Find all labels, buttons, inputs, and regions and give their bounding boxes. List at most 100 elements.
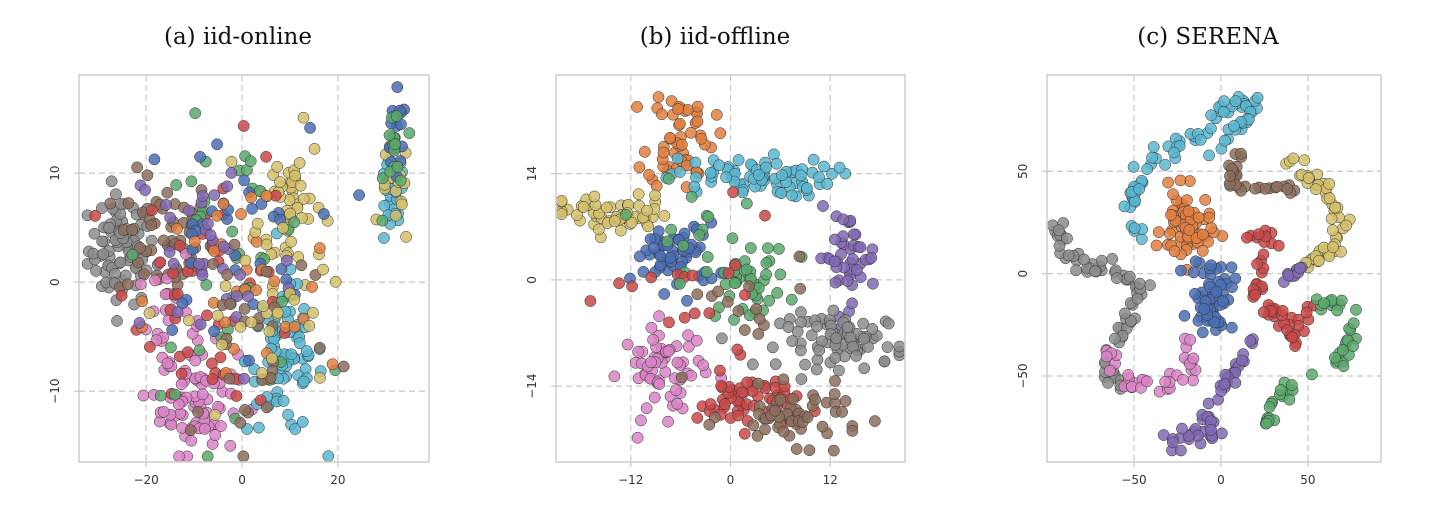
data-point (181, 346, 194, 358)
data-point (171, 306, 184, 319)
data-point (743, 280, 755, 293)
data-point (215, 420, 227, 432)
data-point (662, 345, 675, 358)
data-point (813, 344, 826, 357)
y-tick-label: −10 (48, 378, 62, 403)
data-point (1078, 253, 1090, 266)
data-point (90, 265, 102, 277)
data-point (682, 329, 694, 342)
data-point (1350, 303, 1362, 316)
data-point (237, 120, 250, 132)
data-point (322, 450, 335, 462)
data-point (1336, 344, 1349, 356)
data-point (653, 310, 665, 323)
data-point (202, 217, 214, 230)
data-point (836, 406, 848, 418)
data-point (1052, 224, 1065, 237)
data-point (1203, 149, 1215, 162)
data-point (252, 421, 265, 434)
data-point (1281, 183, 1294, 195)
data-point (753, 312, 766, 325)
data-point (126, 248, 139, 261)
data-point (1118, 307, 1131, 320)
data-point (1294, 262, 1306, 274)
data-point (654, 250, 667, 262)
data-point (854, 241, 867, 254)
data-point (571, 209, 583, 221)
data-point (1128, 222, 1141, 234)
data-point (403, 127, 416, 139)
data-point (759, 161, 772, 174)
data-point (1219, 134, 1231, 147)
data-point (600, 201, 613, 214)
data-point (376, 172, 389, 185)
data-point (584, 295, 597, 307)
data-point (260, 401, 273, 414)
data-point (1181, 194, 1193, 206)
data-point (318, 208, 330, 220)
data-point (655, 108, 668, 121)
data-point (1249, 182, 1262, 195)
data-point (201, 450, 214, 463)
data-point (260, 189, 273, 202)
y-tick-label: −14 (525, 373, 539, 398)
data-point (632, 345, 644, 358)
data-point (818, 160, 830, 173)
data-point (671, 397, 684, 410)
data-point (1165, 208, 1177, 221)
data-point (1257, 306, 1270, 319)
data-point (1194, 133, 1207, 146)
data-point (1176, 422, 1188, 435)
data-point (1300, 306, 1313, 319)
data-point (184, 424, 197, 437)
data-point (204, 229, 217, 241)
data-point (710, 108, 723, 121)
data-point (111, 315, 123, 327)
data-point (208, 245, 220, 257)
data-point (1182, 430, 1195, 442)
data-point (1251, 258, 1263, 270)
data-point (246, 202, 258, 215)
data-point (647, 241, 660, 254)
data-point (760, 268, 772, 281)
data-point (161, 186, 174, 199)
data-point (690, 334, 703, 347)
data-point (294, 179, 307, 192)
data-point (1285, 379, 1298, 391)
data-point (681, 294, 693, 307)
data-point (773, 243, 785, 255)
data-point (608, 370, 621, 383)
data-point (226, 225, 239, 238)
data-point (828, 388, 841, 400)
data-point (642, 220, 654, 233)
data-point (1310, 183, 1322, 196)
data-point (1323, 192, 1336, 205)
data-point (133, 317, 146, 329)
data-point (221, 268, 234, 281)
data-point (216, 338, 228, 351)
data-point (777, 373, 790, 386)
data-point (712, 285, 725, 298)
data-point (774, 393, 787, 406)
data-point (664, 251, 677, 264)
data-point (134, 241, 146, 254)
data-point (1302, 172, 1315, 184)
data-point (297, 111, 310, 124)
data-point (714, 364, 726, 377)
data-point (811, 320, 823, 333)
data-point (144, 341, 156, 353)
data-point (619, 208, 632, 221)
data-point (719, 398, 731, 410)
data-point (183, 204, 195, 217)
data-point (239, 404, 251, 416)
data-point (672, 103, 684, 115)
data-point (1274, 384, 1287, 396)
data-point (674, 117, 686, 130)
data-point (1203, 211, 1216, 224)
data-point (1053, 239, 1066, 252)
data-point (893, 340, 906, 353)
data-point (171, 288, 184, 300)
data-point (640, 402, 653, 415)
data-point (645, 321, 658, 334)
data-point (857, 317, 870, 330)
